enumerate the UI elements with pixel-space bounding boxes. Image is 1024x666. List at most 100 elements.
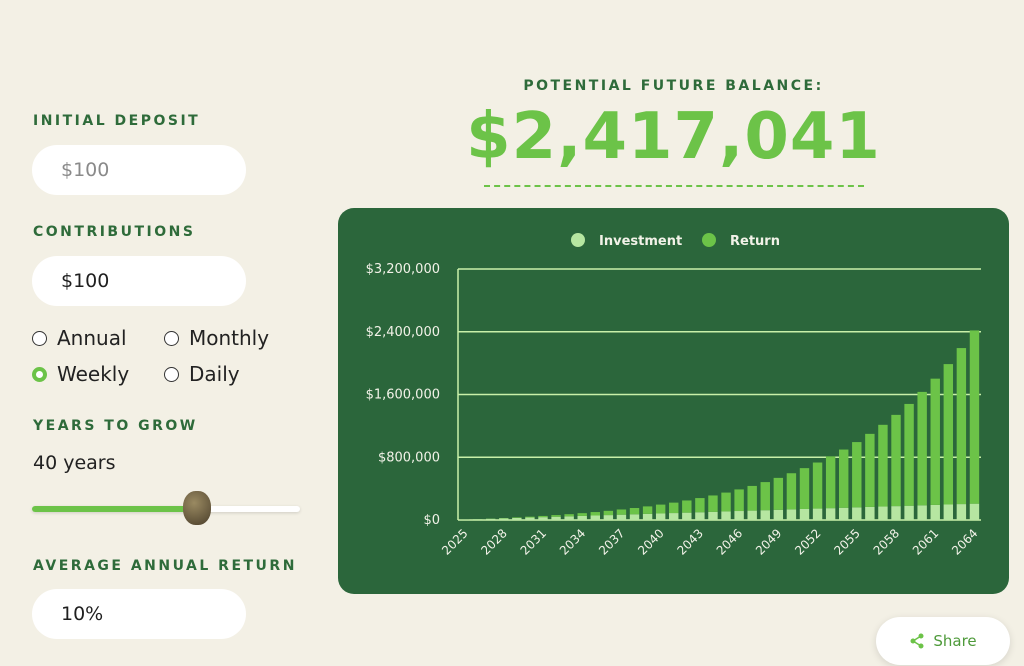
radio-option[interactable]: Weekly (32, 361, 164, 387)
balance-value: $2,417,041 (466, 100, 881, 174)
bar-segment (721, 492, 731, 512)
bar-segment (551, 516, 561, 520)
radio-dot (164, 330, 179, 346)
bar-segment (669, 513, 679, 520)
bar-segment (786, 509, 797, 520)
bar-segment (904, 505, 914, 520)
bar-segment (930, 378, 940, 505)
bar-segment (786, 473, 797, 510)
bar-segment (878, 424, 888, 507)
bar-segment (891, 506, 901, 520)
bar-segment (943, 364, 954, 505)
bar-segment (577, 515, 587, 520)
bar-segment (616, 514, 627, 520)
bar-segment (682, 512, 692, 520)
bar-segment (865, 433, 875, 507)
bar-segment (708, 495, 718, 512)
share-button[interactable]: Share (876, 617, 1010, 665)
frequency-options: Annual Monthly Weekly Daily (32, 325, 296, 387)
y-tick-label: $2,400,000 (366, 325, 440, 340)
bar-segment (538, 517, 548, 520)
bar-segment (616, 509, 627, 515)
y-tick-label: $1,600,000 (366, 388, 440, 403)
field-label: INITIAL DEPOSIT (33, 113, 201, 129)
bar-segment (642, 506, 653, 514)
contributions-input[interactable]: $100 (32, 256, 246, 306)
bar-segment (512, 517, 522, 518)
bar-segment (655, 513, 666, 520)
share-label: Share (933, 632, 977, 650)
bar-segment (603, 510, 614, 516)
field-label: AVERAGE ANNUAL RETURN (33, 558, 297, 574)
bar-segment (564, 514, 574, 517)
radio-label: Monthly (189, 326, 270, 350)
bar-segment (682, 500, 692, 513)
bar-segment (642, 513, 653, 520)
bar-segment (839, 449, 849, 508)
bar-segment (969, 503, 980, 520)
bar-segment (734, 489, 744, 512)
bar-segment (812, 462, 823, 509)
initial-deposit-input[interactable]: $100 (32, 145, 246, 195)
y-tick-label: $0 (423, 513, 440, 528)
bar-segment (538, 515, 548, 518)
radio-dot (32, 366, 47, 382)
bar-segment (603, 515, 614, 520)
bar-segment (747, 510, 757, 520)
bar-segment (577, 513, 587, 516)
bar-segment (590, 512, 600, 516)
bar-segment (917, 391, 927, 506)
y-tick-label: $800,000 (378, 450, 440, 465)
bar-segment (956, 348, 967, 505)
bar-segment (525, 516, 535, 518)
bar-segment (839, 507, 849, 520)
slider-handle[interactable] (183, 491, 211, 525)
bar-segment (551, 515, 561, 517)
radio-dot (164, 366, 179, 382)
slider-track[interactable] (32, 491, 300, 525)
bar-segment (721, 511, 731, 520)
bar-segment (825, 456, 836, 509)
bar-segment (865, 506, 875, 520)
bar-segment (773, 509, 784, 520)
bar-segment (629, 514, 640, 520)
bar-segment (799, 468, 810, 509)
bar-segment (917, 505, 927, 520)
y-tick-label: $3,200,000 (366, 262, 440, 277)
bar-segment (773, 477, 784, 510)
bar-segment (472, 519, 483, 520)
radio-option[interactable]: Daily (164, 361, 296, 387)
bar-segment (852, 442, 862, 508)
radio-option[interactable]: Monthly (164, 325, 296, 351)
bar-segment (708, 511, 718, 520)
bar-segment (799, 508, 810, 520)
bar-segment (564, 516, 574, 520)
bar-segment (695, 498, 705, 513)
radio-dot (32, 330, 47, 346)
radio-label: Weekly (57, 362, 130, 386)
bar-segment (956, 504, 967, 520)
bar-segment (525, 517, 535, 520)
radio-label: Daily (189, 362, 240, 386)
radio-label: Annual (57, 326, 127, 350)
bar-segment (891, 414, 901, 507)
bar-segment (904, 403, 914, 506)
legend-label: Return (730, 234, 780, 249)
bar-segment (669, 502, 679, 514)
legend-marker (571, 233, 585, 247)
bar-segment (590, 515, 600, 520)
annual-return-input[interactable]: 10% (32, 589, 246, 639)
bar-segment (747, 485, 757, 511)
share-icon (910, 633, 924, 649)
field-label: CONTRIBUTIONS (33, 224, 196, 240)
balance-underline (484, 185, 864, 187)
bar-segment (812, 508, 823, 520)
bar-segment (760, 482, 770, 511)
bar-segment (825, 508, 836, 520)
years-value: 40 years (33, 452, 116, 474)
radio-option[interactable]: Annual (32, 325, 164, 351)
bar-segment (760, 510, 770, 520)
bar-segment (878, 506, 888, 520)
